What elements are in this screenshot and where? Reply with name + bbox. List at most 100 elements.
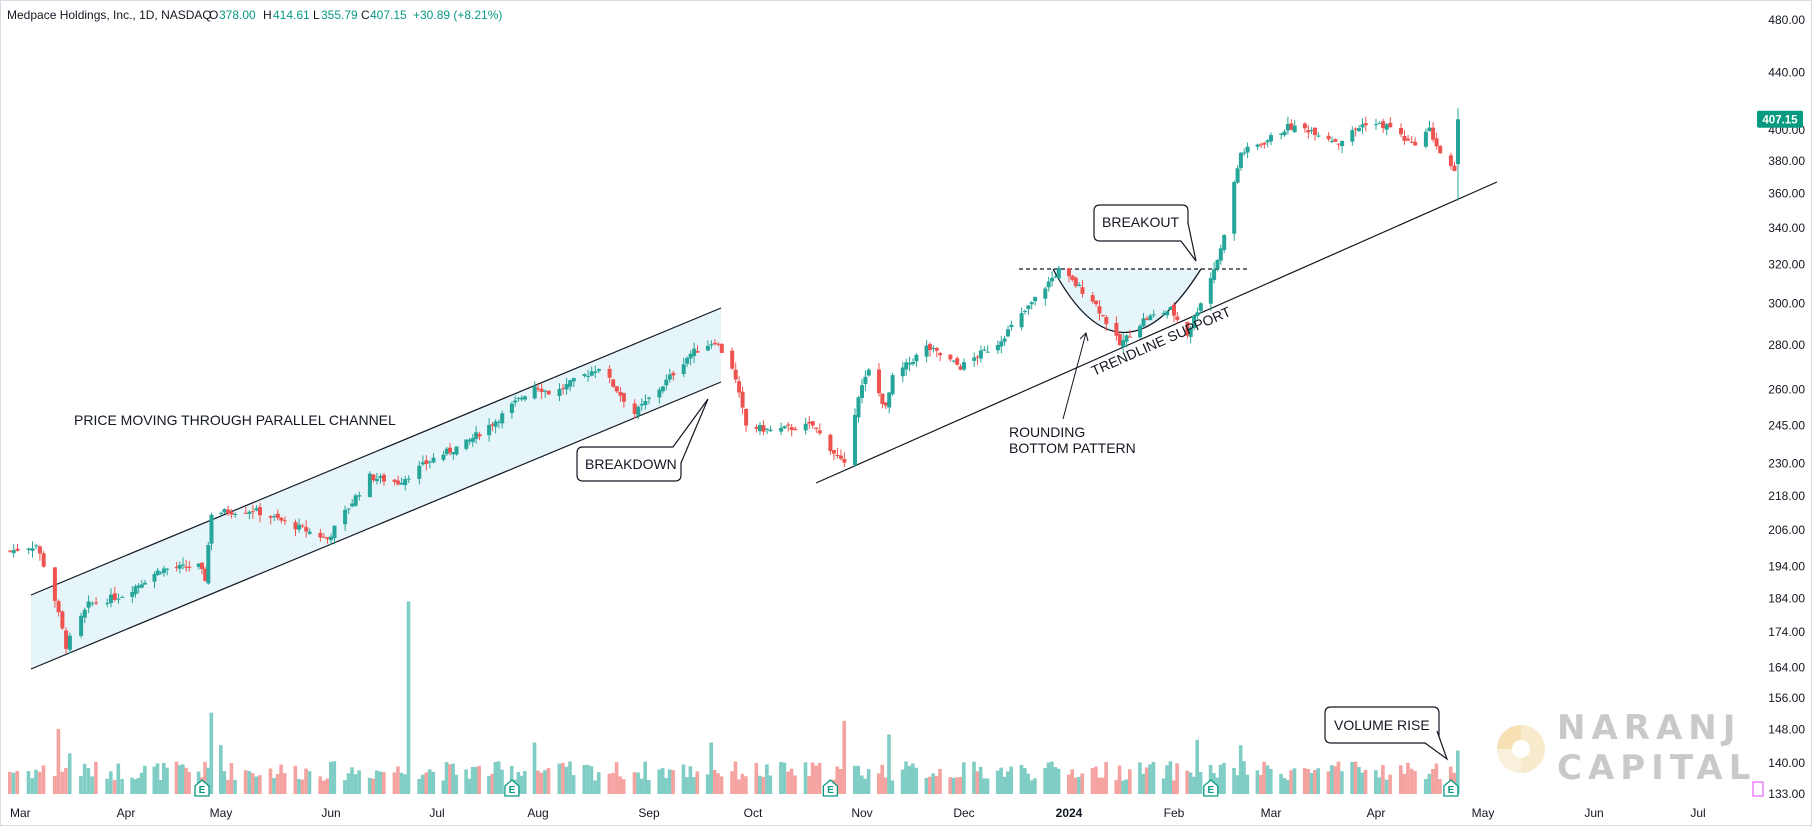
candle-body [828,434,833,451]
candle-body [793,428,798,431]
candle-body [105,602,110,605]
candle-body [681,364,686,375]
volume-bar [52,775,57,794]
volume-bar [86,768,91,794]
volume-bar [1336,761,1341,794]
open-label: O [209,8,218,22]
volume-bar [279,764,283,794]
candle-body [1100,315,1105,317]
volume-bar [1043,767,1047,794]
candle-body [177,565,182,569]
volume-bar [392,772,397,794]
earnings-marker-shape [822,779,839,797]
price-tick-label: 245.00 [1768,419,1805,433]
breakout-callout: BREAKOUT [1093,204,1197,262]
candle-body [41,553,46,567]
candle-body [561,388,566,390]
volume-bar [856,765,861,794]
volume-bar [34,769,38,794]
high-value: 414.61 [273,8,310,22]
candle-body [206,544,211,584]
volume-bar [877,773,881,794]
candle-body [1141,318,1146,327]
rounding-label-1: ROUNDING [1009,424,1085,440]
candle-body [1033,296,1038,302]
candle-body [424,460,429,464]
candle-body [709,344,714,346]
volume-bar [112,780,117,794]
candle-body [1026,305,1031,309]
volume-bar [883,777,888,794]
volume-bar [611,772,615,794]
volume-bar [321,780,326,794]
volume-bar [618,776,622,794]
volume-bar [1326,771,1331,794]
candle-body [1357,128,1362,132]
candle-body [143,582,147,585]
volume-bar [564,766,569,794]
candle-body [516,397,521,399]
time-tick-label: Jun [1584,806,1603,820]
volume-bar [60,771,64,794]
earnings-marker: E [194,779,210,797]
volume-bar [1023,768,1027,794]
candle-body [1336,143,1341,145]
volume-bar [835,766,839,794]
volume-bar [1242,761,1246,794]
volume-bar [233,780,237,794]
volume-bar [1402,773,1407,794]
volume-bar [1019,765,1024,794]
candle-body [789,427,794,430]
time-tick-label: Sep [638,806,660,820]
candle-body [842,459,847,463]
candle-body [914,354,919,362]
volume-bar [26,771,31,794]
volume-bar [1097,777,1102,794]
volume-bar [226,780,230,794]
volume-bar [1151,761,1156,794]
candle-body [448,447,452,453]
volume-bar [496,761,501,794]
candle-body [1192,316,1197,329]
candle-body [1090,295,1095,302]
time-tick-label: Mar [1261,806,1282,820]
current-price-label: 407.15 [1762,114,1798,126]
candle-body [1289,123,1294,130]
candle-body [1043,288,1048,299]
candle-body [1406,138,1411,141]
candle-body [130,592,135,597]
volume-bar [789,768,794,794]
candle-body [695,351,700,353]
candle-body [60,611,65,629]
candle-body [1423,131,1428,147]
candle-body [350,503,355,507]
candle-body [467,439,472,442]
candle-body [382,474,386,482]
volume-bar [15,770,20,794]
volume-bar [431,771,436,794]
volume-bar [972,761,976,794]
volume-bar [1188,772,1193,794]
candle-body [37,546,42,554]
candle-body [116,598,121,600]
candle-body [1175,316,1180,320]
candle-body [810,421,815,426]
volume-bar [1399,765,1403,794]
volume-bar [543,770,547,794]
candle-body [1144,318,1149,320]
candle-body [1292,125,1297,133]
candle-body [90,603,95,605]
volume-bar [1313,770,1317,794]
candle-body [814,427,819,429]
candle-body [307,531,312,534]
candle-body [1262,142,1267,145]
candle-body [1006,329,1010,337]
price-axis[interactable]: 480.00440.00400.00380.00360.00340.00320.… [1768,13,1805,801]
volume-bar [1279,773,1283,794]
high-label: H [263,8,272,22]
time-axis[interactable]: Mar Apr May Jun Jul Aug Sep Oct Nov Dec 2024 Feb Mar… [10,806,1706,820]
candle-body [1242,152,1247,154]
candle-body [378,476,383,479]
